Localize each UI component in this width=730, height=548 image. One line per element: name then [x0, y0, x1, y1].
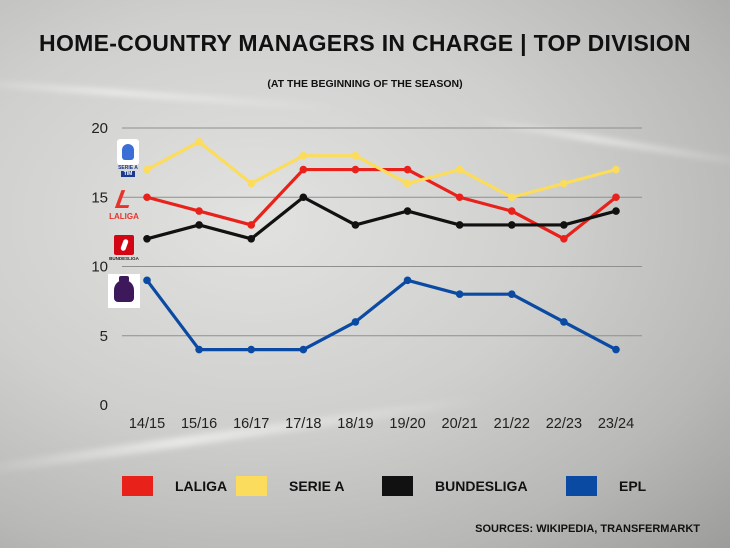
series-line-epl [145, 278, 618, 352]
data-point-bundesliga [351, 221, 360, 229]
data-point-epl [195, 345, 203, 354]
y-tick-label: 5 [100, 328, 108, 345]
legend-item-serie-a: SERIE A [236, 476, 345, 496]
data-point-serie-a [247, 179, 256, 188]
bundesliga-player-icon [114, 234, 134, 255]
x-tick-label: 22/23 [546, 416, 582, 432]
serie-a-shield-icon [117, 139, 139, 165]
data-point-laliga [351, 165, 360, 174]
data-point-epl [455, 290, 464, 299]
laliga-mark-icon: L [113, 184, 135, 214]
y-tick-label: 20 [91, 120, 108, 137]
data-point-laliga [299, 165, 308, 174]
legend-label: EPL [619, 478, 647, 494]
series-lines [145, 140, 618, 352]
legend-label: LALIGA [175, 478, 228, 494]
data-point-laliga [455, 193, 464, 202]
bundesliga-logo: BUNDESLIGA [104, 232, 144, 264]
x-axis: 14/15 15/16 16/17 17/18 18/19 19/20 20/21 21/22… [129, 416, 634, 432]
data-point-epl [507, 290, 516, 299]
chart-subtitle: (AT THE BEGINNING OF THE SEASON) [267, 78, 463, 90]
legend-swatch [236, 476, 267, 496]
data-point-laliga [612, 193, 620, 202]
source-note: SOURCES: WIKIPEDIA, TRANSFERMARKT [475, 523, 700, 535]
data-point-epl [403, 276, 412, 285]
data-point-epl [351, 318, 360, 326]
data-point-serie-a [143, 165, 151, 174]
x-tick-label: 14/15 [129, 416, 165, 432]
data-point-serie-a [195, 138, 203, 146]
epl-logo [108, 274, 140, 308]
data-point-laliga [507, 207, 516, 215]
x-tick-label: 23/24 [598, 416, 634, 432]
data-point-epl [143, 276, 151, 285]
chart-title: HOME-COUNTRY MANAGERS IN CHARGE | TOP DI… [39, 30, 691, 56]
data-point-bundesliga [195, 221, 203, 229]
data-point-laliga [403, 165, 412, 174]
data-point-epl [247, 345, 256, 354]
serie-a-logo: SERIE A TIM [114, 138, 142, 178]
serie-a-sponsor-text: TIM [120, 171, 136, 177]
legend-item-bundesliga: BUNDESLIGA [382, 476, 528, 496]
y-axis: 0 5 10 15 20 [91, 120, 108, 414]
data-point-epl [560, 318, 568, 326]
laliga-logo-text: LALIGA [109, 212, 139, 221]
data-point-laliga [143, 193, 151, 202]
legend-item-epl: EPL [566, 476, 646, 496]
x-tick-label: 15/16 [181, 416, 217, 432]
data-point-bundesliga [612, 207, 620, 215]
data-point-serie-a [612, 165, 620, 174]
x-tick-label: 17/18 [285, 416, 321, 432]
legend: LALIGA SERIE A BUNDESLIGA EPL [0, 476, 730, 506]
x-tick-label: 18/19 [337, 416, 373, 432]
legend-label: SERIE A [289, 478, 345, 494]
data-point-laliga [247, 221, 256, 229]
legend-label: BUNDESLIGA [435, 478, 528, 494]
x-tick-label: 16/17 [233, 416, 269, 432]
series-points [143, 138, 620, 354]
data-point-serie-a [507, 193, 516, 202]
data-point-bundesliga [560, 221, 568, 229]
y-tick-label: 10 [91, 259, 108, 276]
legend-swatch [382, 476, 413, 496]
gridlines [122, 127, 642, 337]
x-tick-label: 19/20 [389, 416, 425, 432]
serie-a-logo-text: SERIE A [118, 165, 138, 171]
series-line-bundesliga [145, 195, 618, 241]
legend-item-laliga: LALIGA [122, 476, 227, 496]
laliga-logo: L LALIGA [104, 184, 144, 224]
legend-swatch [566, 476, 597, 496]
series-line-serie-a [145, 140, 618, 199]
data-point-bundesliga [507, 221, 516, 229]
data-point-bundesliga [403, 207, 412, 215]
bundesliga-logo-text: BUNDESLIGA [109, 255, 139, 261]
data-point-laliga [195, 207, 203, 215]
data-point-serie-a [299, 151, 308, 160]
data-point-serie-a [403, 179, 412, 188]
data-point-laliga [560, 235, 568, 243]
data-point-serie-a [351, 151, 360, 160]
data-point-serie-a [560, 179, 568, 188]
data-point-bundesliga [455, 221, 464, 229]
y-tick-label: 15 [91, 189, 108, 206]
epl-lion-icon [114, 276, 134, 302]
y-tick-label: 0 [100, 397, 108, 414]
data-point-bundesliga [143, 235, 151, 243]
x-tick-label: 21/22 [494, 416, 530, 432]
data-point-epl [299, 345, 308, 354]
x-tick-label: 20/21 [442, 416, 478, 432]
data-point-serie-a [455, 165, 464, 174]
data-point-epl [612, 345, 620, 354]
legend-swatch [122, 476, 153, 496]
data-point-bundesliga [299, 193, 308, 202]
data-point-bundesliga [247, 235, 256, 243]
